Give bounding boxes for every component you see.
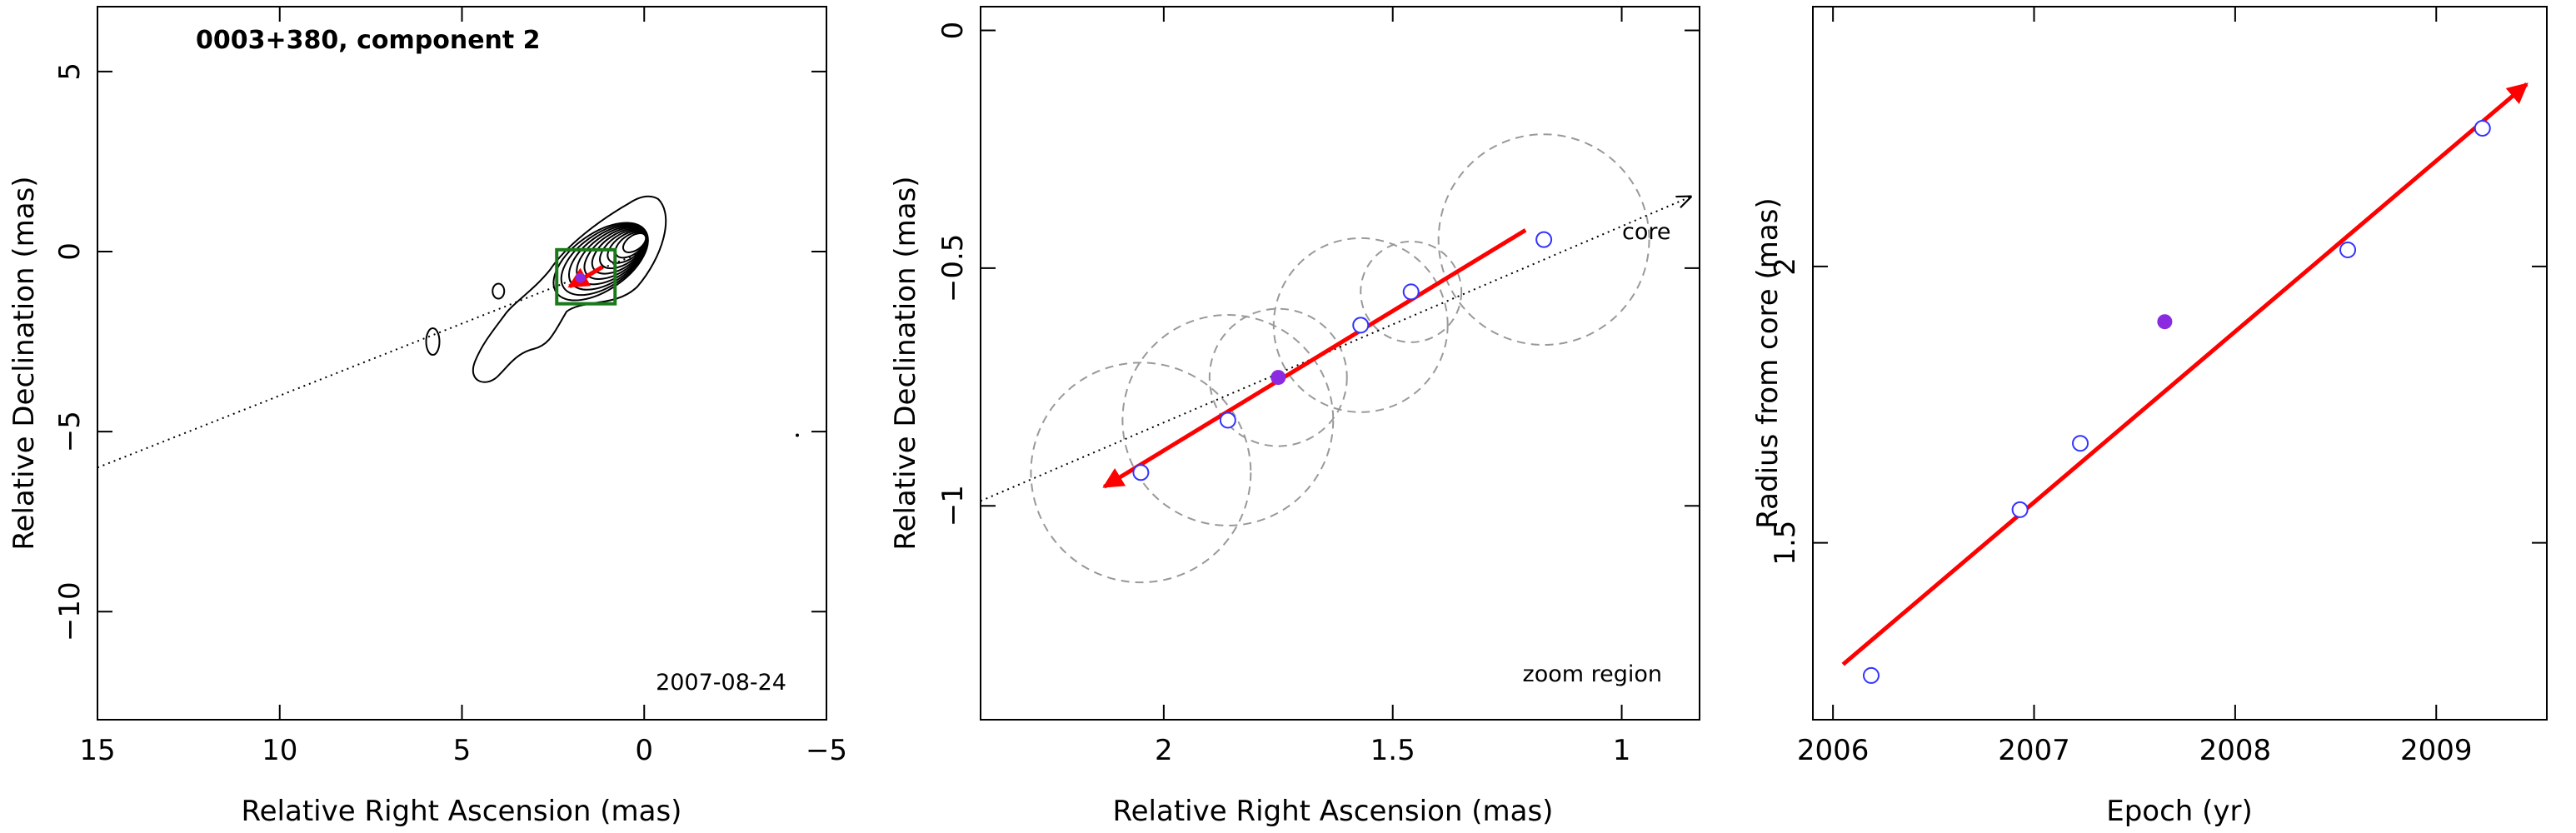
zoom-region-label: zoom region xyxy=(1523,661,1662,687)
y-axis-ticks: 5 0 −5 −10 xyxy=(53,62,826,641)
fitted-circle xyxy=(1437,133,1650,347)
x-tick-label: 15 xyxy=(79,734,115,767)
fit-arrow xyxy=(1841,82,2529,666)
x-tick-label: 1 xyxy=(1613,734,1631,767)
epoch-point xyxy=(1352,317,1370,334)
y-tick-label: −10 xyxy=(53,581,87,641)
x-axis-title: Relative Right Ascension (mas) xyxy=(1113,795,1554,828)
x-tick-label: 2 xyxy=(1155,734,1173,767)
epoch-point xyxy=(1862,666,1880,684)
epoch-point xyxy=(1132,464,1150,481)
epoch-point xyxy=(1402,283,1420,301)
fitted-circle xyxy=(1272,237,1449,413)
y-tick-label: 5 xyxy=(53,62,87,81)
x-tick-label: −5 xyxy=(806,734,847,767)
motion-arrow xyxy=(1102,228,1527,489)
x-tick-label: 1.5 xyxy=(1370,734,1415,767)
fitted-circle xyxy=(1121,314,1335,526)
y-axis-title: Relative Declination (mas) xyxy=(889,176,922,550)
core-label: core xyxy=(1622,219,1670,245)
noise-dot xyxy=(796,433,799,437)
jet-axis-line xyxy=(981,197,1690,502)
radius-points xyxy=(1862,119,2491,684)
contour-outer xyxy=(472,195,667,383)
epoch-point xyxy=(2339,241,2357,258)
x-tick-label: 2007 xyxy=(1998,734,2070,767)
epoch-point xyxy=(2011,501,2029,518)
x-tick-label: 2008 xyxy=(2199,734,2272,767)
x-tick-label: 10 xyxy=(262,734,297,767)
zoom-region-box xyxy=(555,247,617,306)
epoch-point xyxy=(1219,412,1236,429)
x-tick-label: 5 xyxy=(453,734,472,767)
y-tick-label: 0 xyxy=(936,22,970,40)
y-axis-title: Radius from core (mas) xyxy=(1751,197,1785,528)
y-tick-label: 1.5 xyxy=(1769,521,1802,566)
contour-level xyxy=(622,232,647,253)
jet-axis-line xyxy=(97,251,645,469)
x-axis-title: Relative Right Ascension (mas) xyxy=(242,795,682,828)
y-tick-label: −5 xyxy=(53,411,87,452)
x-axis-ticks: 15 10 5 0 −5 xyxy=(79,7,847,767)
y-axis-title: Relative Declination (mas) xyxy=(7,176,41,550)
component-positions xyxy=(1132,231,1553,481)
contour-island xyxy=(425,327,441,357)
x-tick-label: 2009 xyxy=(2400,734,2473,767)
fitted-circle xyxy=(1030,362,1252,584)
epoch-point xyxy=(2072,435,2089,452)
current-epoch-point xyxy=(2157,314,2173,330)
plot-frame xyxy=(97,6,827,721)
panel-radius-vs-epoch: 2006 2007 2008 2009 1.52 Epoch (yr) Radius … xyxy=(1751,6,2548,828)
x-tick-label: 0 xyxy=(635,734,653,767)
contour-level xyxy=(560,222,649,297)
epoch-point xyxy=(1535,231,1553,248)
y-axis-ticks: 0 −0.5 −1 xyxy=(936,22,1700,526)
y-tick-label: 0 xyxy=(53,242,87,261)
plot-frame xyxy=(1812,6,2548,721)
x-axis-ticks: 2006 2007 2008 2009 xyxy=(1797,7,2473,767)
y-tick-label: 2 xyxy=(1769,257,1802,276)
fitted-circle xyxy=(1360,240,1463,343)
contour-island xyxy=(492,282,506,300)
component-marker xyxy=(575,272,586,283)
y-tick-label: −0.5 xyxy=(936,234,970,303)
epoch-point xyxy=(2474,119,2491,137)
fitted-component-circles xyxy=(1030,133,1650,584)
x-axis-ticks: 2 1.5 1 xyxy=(1155,7,1630,767)
panel-map: 15 10 5 0 −5 5 0 −5 −10 0003+380, component 2 2… xyxy=(7,6,847,828)
fitted-circle xyxy=(1208,307,1348,447)
current-epoch-point xyxy=(1271,370,1286,386)
chart-title: 0003+380, component 2 xyxy=(196,26,541,55)
x-axis-title: Epoch (yr) xyxy=(2106,795,2253,828)
y-axis-ticks: 1.52 xyxy=(1769,257,2547,566)
panel-zoom: 2 1.5 1 0−0.5−1 core zoom region Relative … xyxy=(889,6,1700,828)
motion-arrow xyxy=(567,265,604,289)
plot-frame xyxy=(980,6,1700,721)
epoch-label: 2007-08-24 xyxy=(656,670,786,696)
y-tick-label: −1 xyxy=(936,485,970,526)
contour-map xyxy=(425,195,799,437)
x-tick-label: 2006 xyxy=(1797,734,1870,767)
